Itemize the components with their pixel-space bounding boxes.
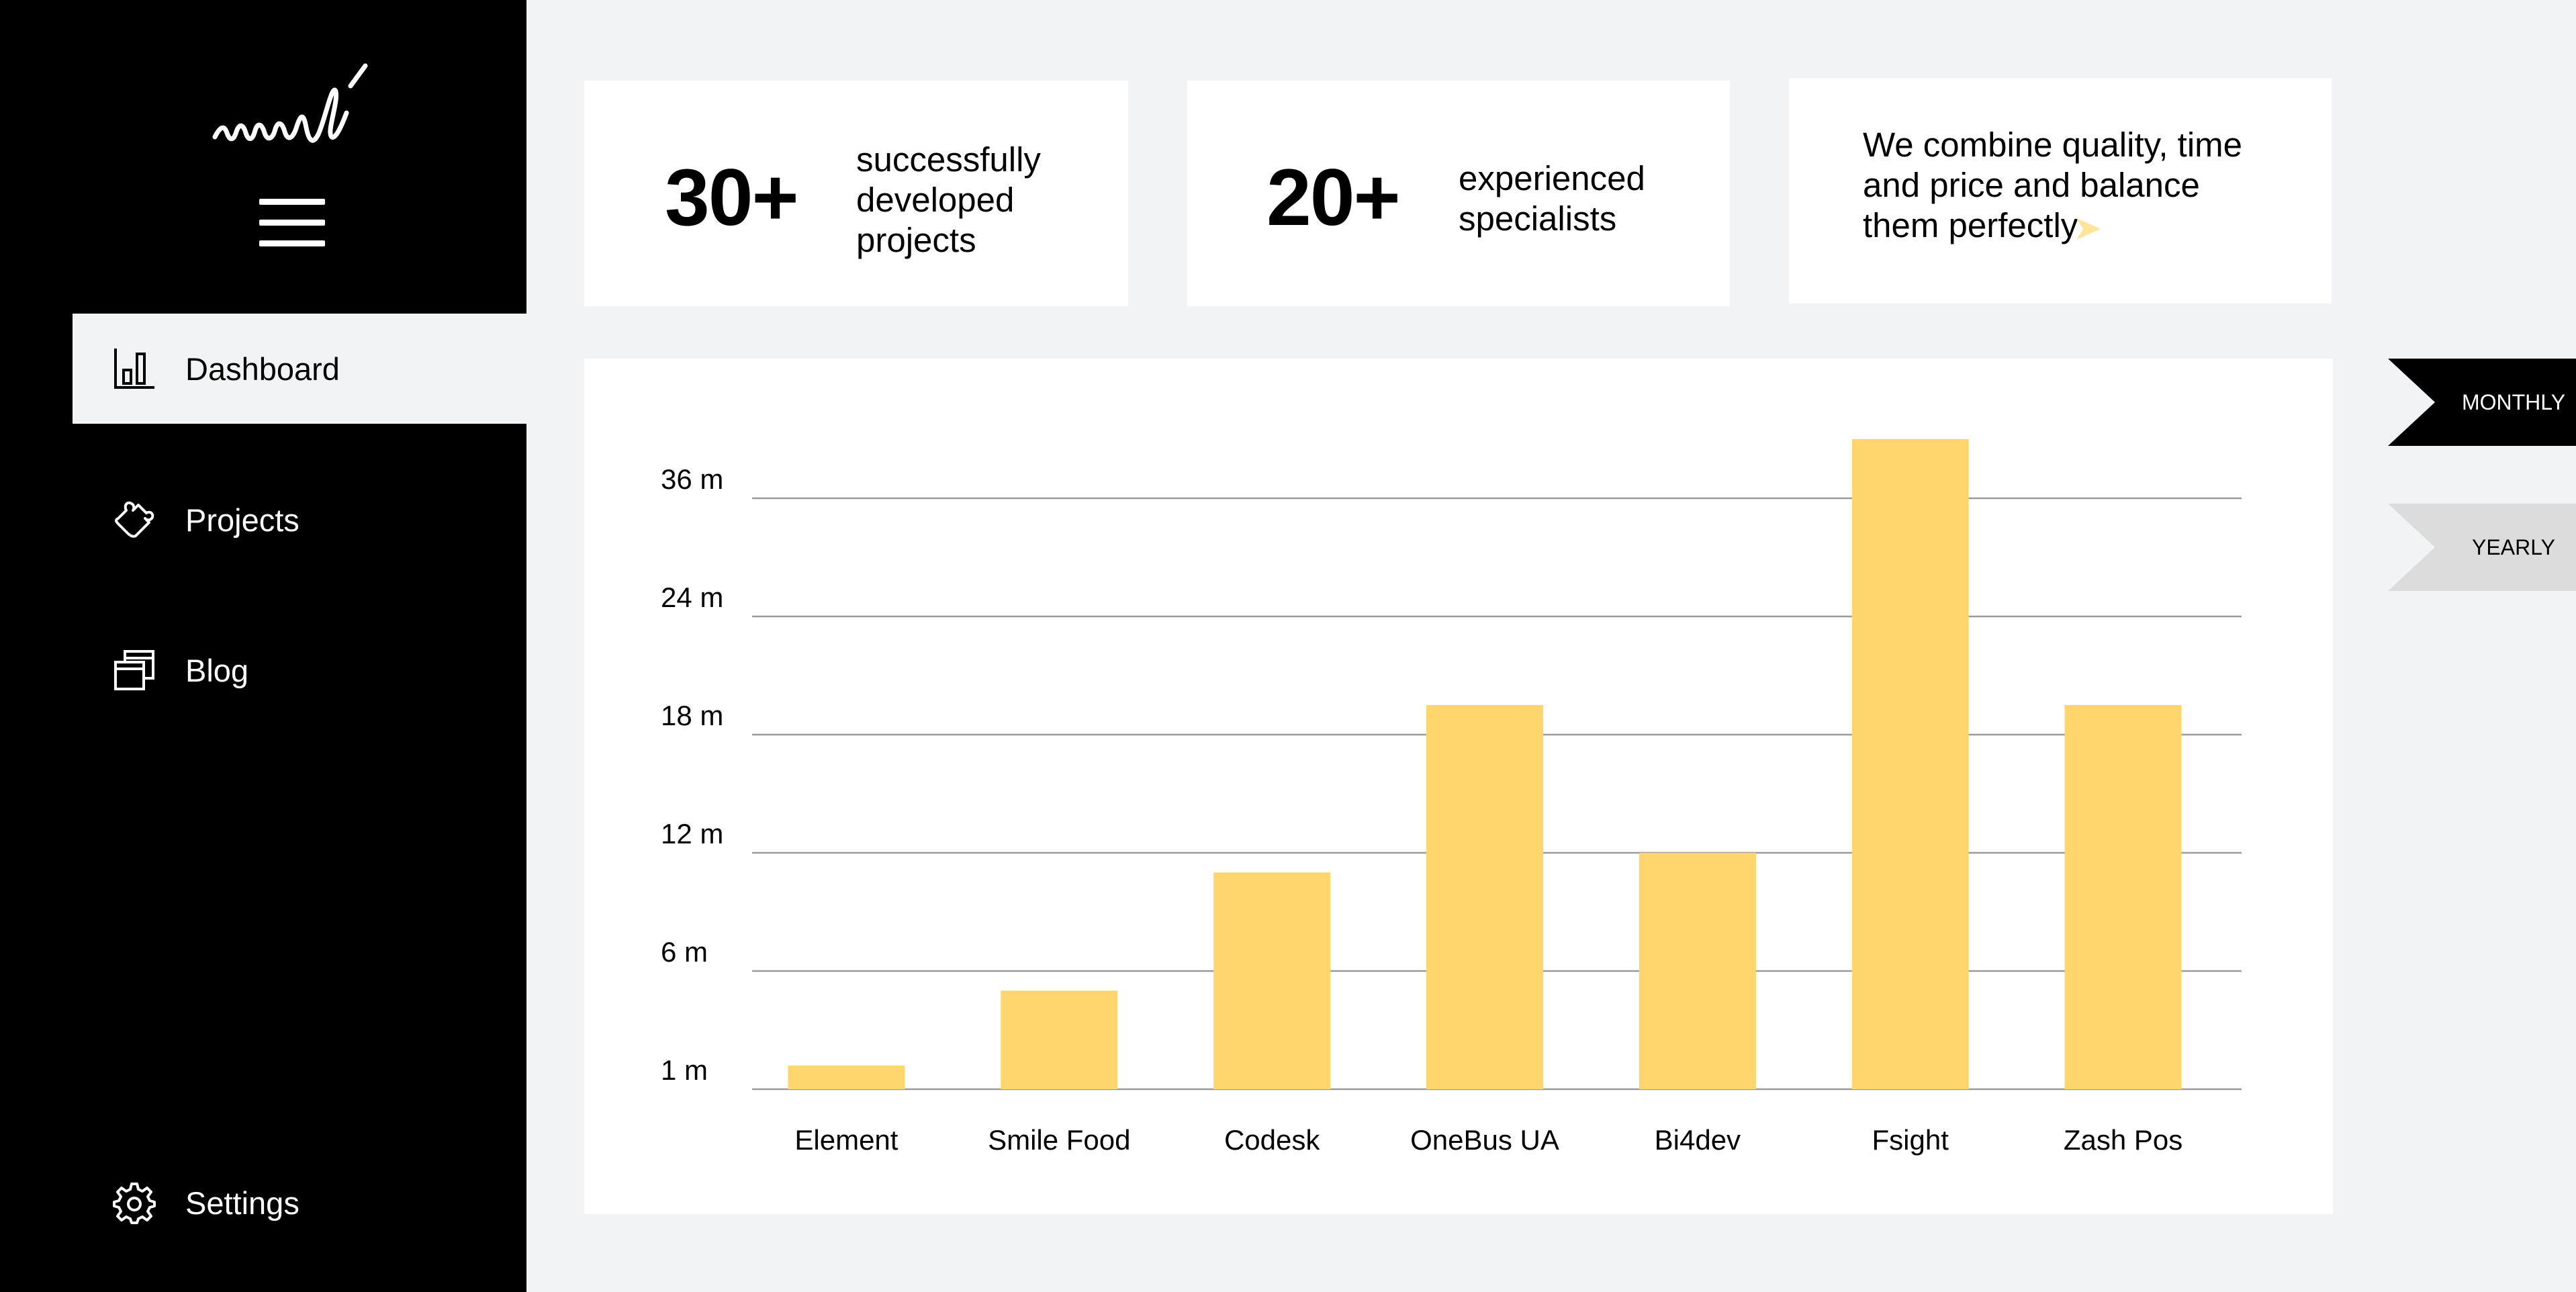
sidebar-item-settings[interactable]: Settings — [73, 1148, 526, 1258]
windows-icon — [114, 650, 154, 690]
menu-bar — [259, 240, 325, 246]
sidebar-item-label: Settings — [185, 1185, 300, 1221]
stat-card-projects: 30+ successfully developed projects — [584, 81, 1128, 306]
tagline: We combine quality, time and price and b… — [1863, 125, 2319, 246]
toggle-arrow-shape — [2388, 504, 2576, 591]
tagline-line: and price and balance — [1863, 166, 2200, 204]
yearly-toggle-button[interactable]: YEARLY — [2388, 504, 2576, 591]
x-tick-label: Fsight — [1872, 1124, 1949, 1156]
bar — [1851, 439, 1969, 1089]
gear-icon — [113, 1183, 156, 1224]
tagline-line-text: them perfectly — [1863, 206, 2078, 244]
tagline-line: them perfectly — [1863, 205, 2319, 246]
sidebar-item-label: Dashboard — [185, 351, 340, 387]
toggle-arrow-shape — [2388, 359, 2576, 446]
bar — [2064, 705, 2182, 1089]
stat-label: experienced specialists — [1459, 158, 1687, 239]
stat-label: successfully developed projects — [856, 140, 1085, 261]
sidebar: Dashboard Projects Blog Settings — [0, 0, 526, 1292]
toggle-label: MONTHLY — [2461, 389, 2566, 414]
menu-bar — [259, 199, 325, 205]
y-tick-label: 6 m — [661, 936, 708, 968]
monthly-toggle-button[interactable]: MONTHLY — [2388, 359, 2576, 446]
stat-label-line: successfully — [856, 140, 1041, 179]
stat-card-specialists: 20+ experienced specialists — [1187, 81, 1730, 306]
bar — [1639, 853, 1756, 1089]
x-tick-label: Zash Pos — [2064, 1124, 2182, 1156]
bar-chart: 1 m 6 m 12 m 18 m 24 m 36 m Element Smile Food C… — [661, 439, 2242, 1156]
logo-icon[interactable] — [208, 62, 376, 156]
stat-label-line: specialists — [1459, 199, 1617, 238]
x-tick-label: Bi4dev — [1655, 1124, 1741, 1156]
y-tick-label: 24 m — [661, 582, 723, 613]
sidebar-item-dashboard[interactable]: Dashboard — [73, 314, 526, 424]
x-tick-label: OneBus UA — [1410, 1124, 1559, 1156]
tagline-card: We combine quality, time and price and b… — [1789, 78, 2332, 304]
y-tick-label: 18 m — [661, 700, 723, 731]
hamburger-menu-button[interactable] — [259, 199, 325, 247]
x-tick-label: Element — [794, 1124, 898, 1156]
menu-bar — [259, 220, 325, 226]
sidebar-item-projects[interactable]: Projects — [73, 465, 526, 575]
stat-label-line: experienced — [1459, 159, 1645, 197]
x-tick-label: Codesk — [1224, 1124, 1320, 1156]
chart-card: 1 m 6 m 12 m 18 m 24 m 36 m Element Smile Food C… — [584, 359, 2333, 1214]
sidebar-item-label: Projects — [185, 502, 300, 538]
bar-chart-icon — [114, 349, 154, 389]
tagline-line: We combine quality, time — [1863, 126, 2243, 164]
stat-label-line: projects — [856, 221, 976, 259]
y-tick-label: 1 m — [661, 1054, 708, 1086]
y-tick-label: 36 m — [661, 463, 723, 495]
bar — [788, 1065, 905, 1089]
stat-value: 30+ — [665, 152, 799, 242]
bar — [1213, 872, 1331, 1089]
puzzle-icon — [115, 501, 154, 538]
sparkle-icon — [2076, 218, 2101, 240]
y-tick-label: 12 m — [661, 818, 723, 849]
bar — [1001, 990, 1118, 1089]
stat-value: 20+ — [1267, 152, 1401, 242]
stat-label-line: developed — [856, 181, 1015, 219]
sidebar-item-label: Blog — [185, 652, 249, 688]
sidebar-item-blog[interactable]: Blog — [73, 615, 526, 725]
toggle-label: YEARLY — [2472, 535, 2555, 559]
bar — [1426, 705, 1543, 1089]
x-tick-label: Smile Food — [988, 1124, 1130, 1156]
